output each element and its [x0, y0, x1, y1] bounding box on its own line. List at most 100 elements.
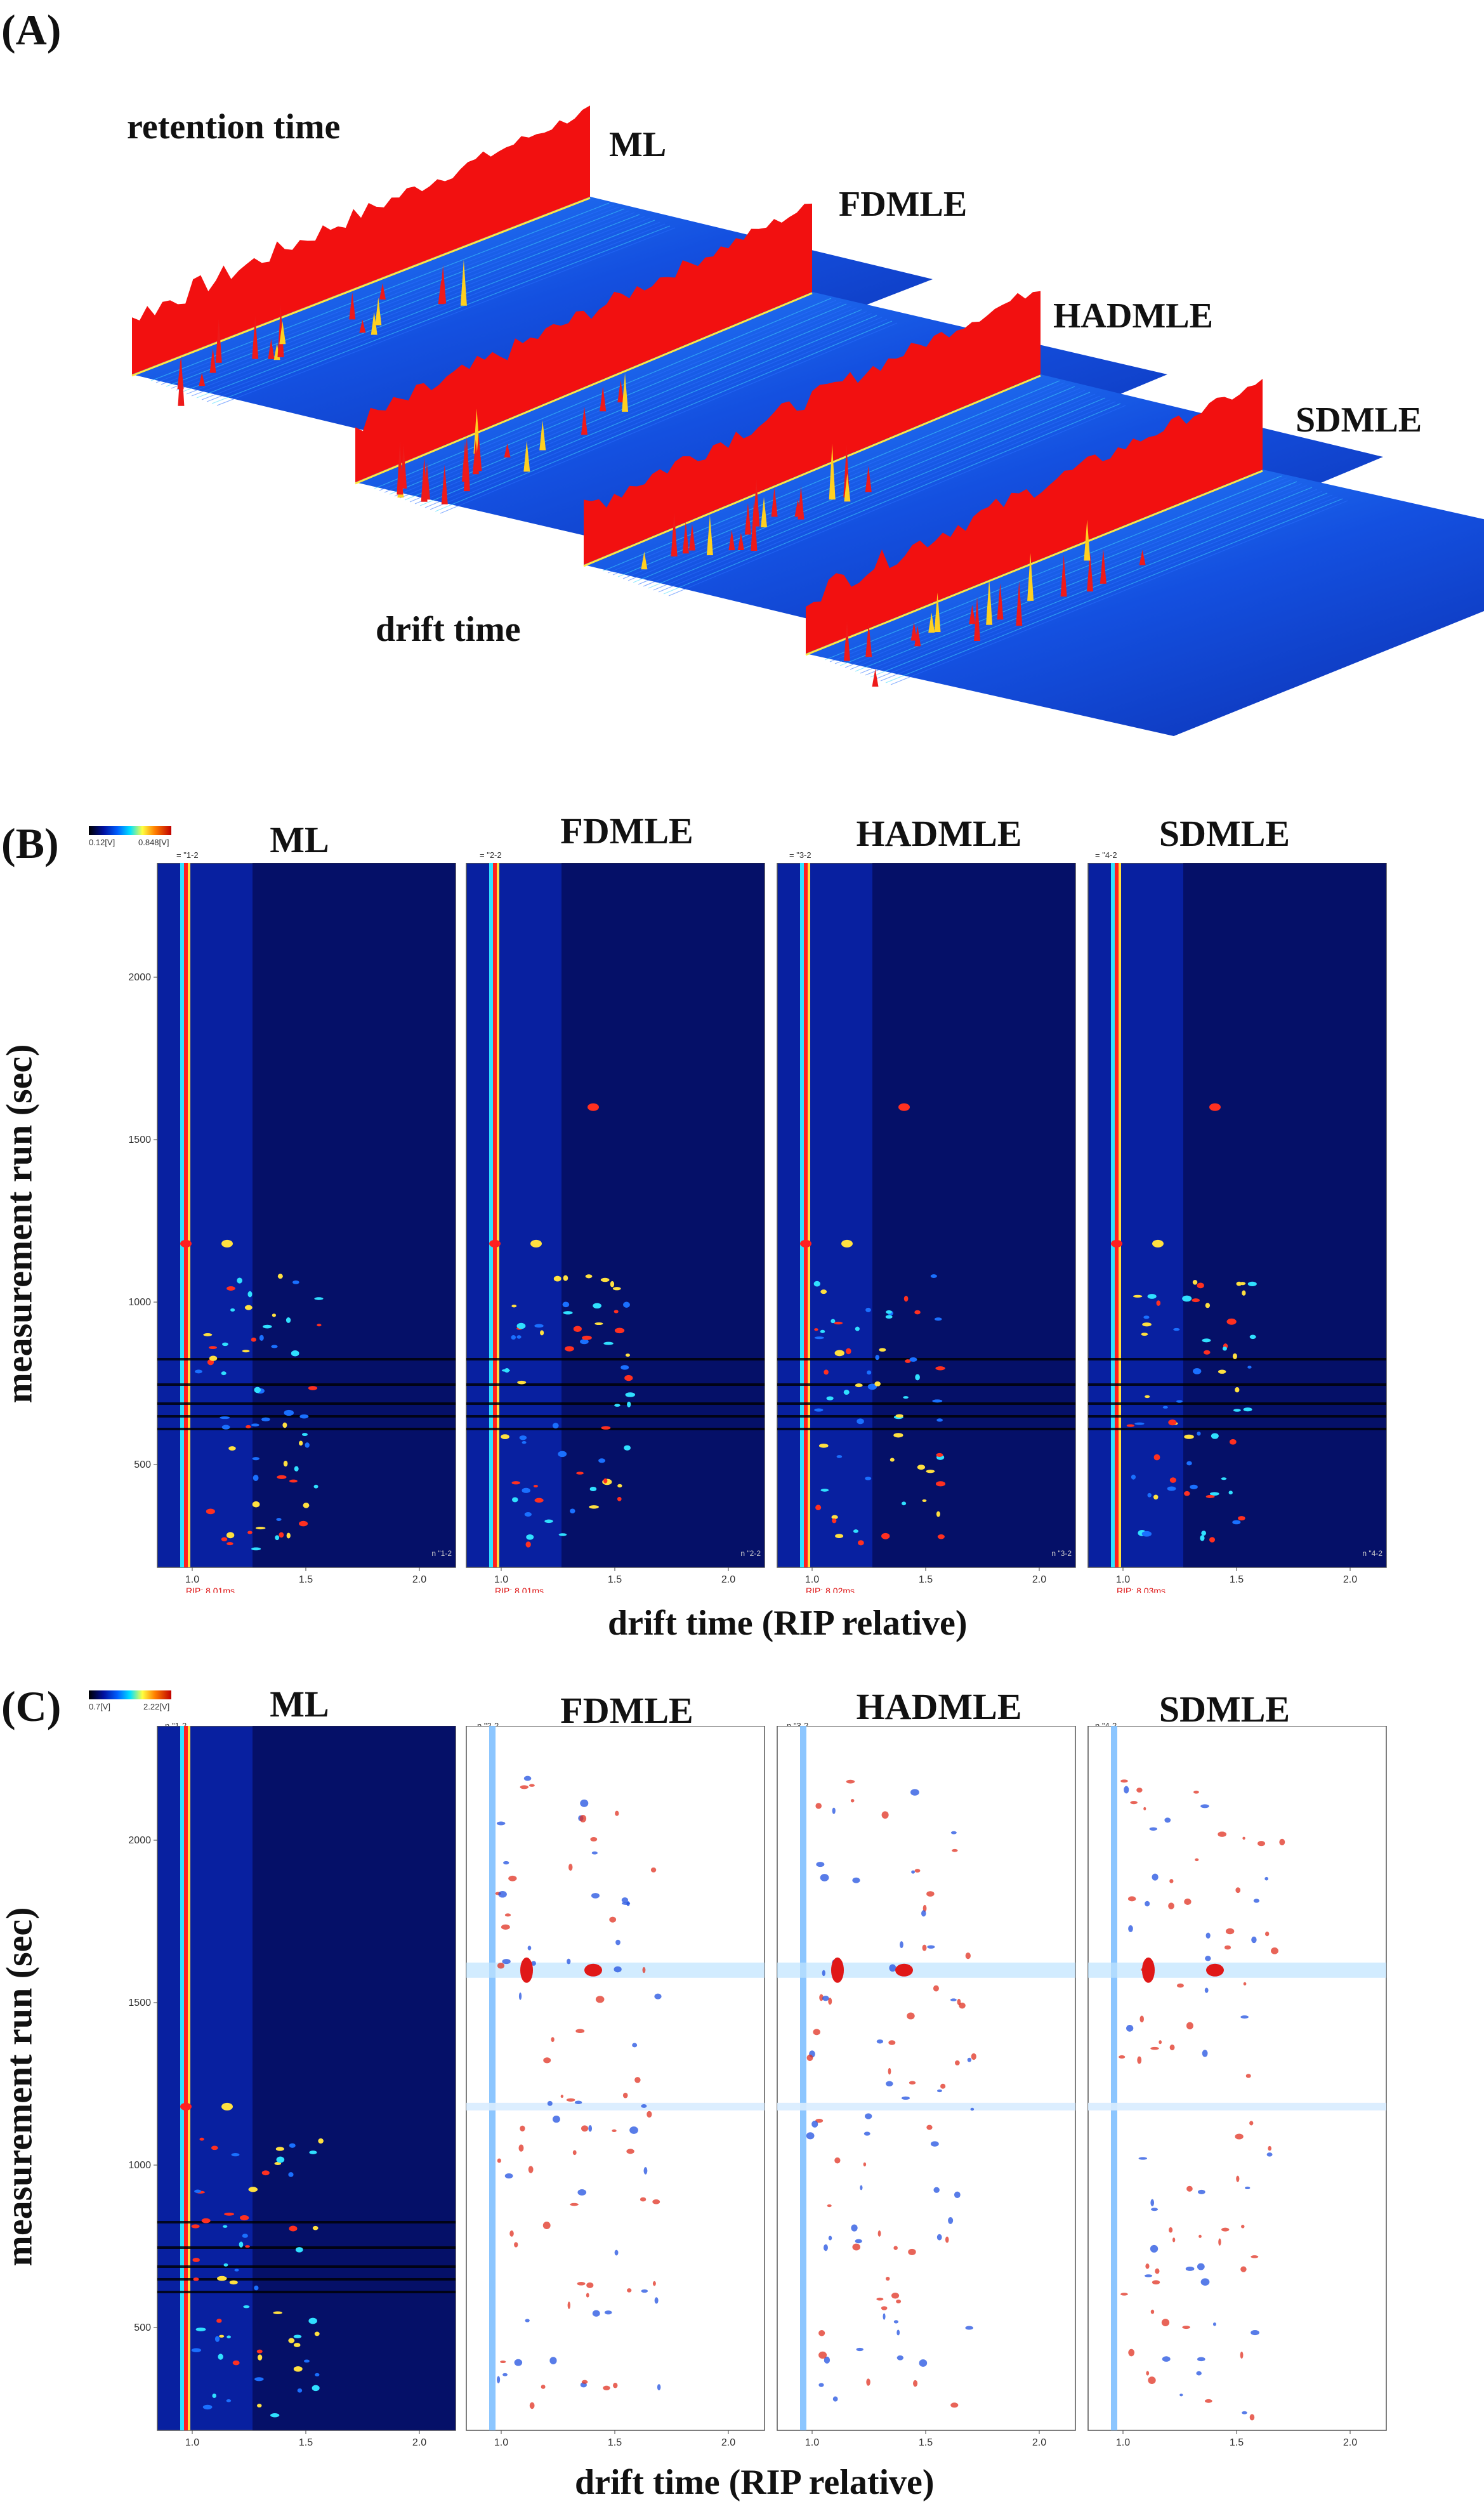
panel-c-ylabel: measurement run (sec): [0, 1907, 40, 2267]
panel-a-peak: [1027, 553, 1034, 601]
panel-c-spot: [254, 2285, 259, 2291]
panel-b-rip-line: [1115, 863, 1119, 1567]
panel-c-spot: [199, 2137, 204, 2141]
panel-b-spot: [1186, 1461, 1192, 1466]
panel-b-spot: [1167, 1486, 1176, 1491]
panel-c-diff-feature: [1142, 1957, 1155, 1983]
panel-b-band: [466, 1428, 765, 1430]
panel-c-xtick-label: 2.0: [412, 2437, 426, 2448]
panel-b-spot: [540, 1330, 544, 1336]
panel-a-peak: [252, 315, 259, 359]
panel-c-diff-spot: [1137, 2056, 1142, 2064]
panel-b-spot: [1226, 1318, 1237, 1325]
panel-c-diff-spot: [1136, 1788, 1143, 1793]
panel-c-ytick-label: 1500: [128, 1998, 151, 2008]
panel-b-spot: [501, 1434, 509, 1440]
panel-b-spot: [1156, 1300, 1161, 1306]
panel-a-streak: [161, 206, 620, 385]
panel-c-ytick-label: 1000: [128, 2160, 151, 2171]
panel-b-rip-halo: [188, 863, 190, 1567]
panel-c-diff-spot: [876, 2039, 884, 2044]
panel-c-diff-spot: [1150, 2208, 1159, 2211]
panel-b-spot: [1200, 1535, 1205, 1541]
panel-c-diff-spot: [913, 2380, 918, 2387]
panel-c-diff-spot: [1161, 2319, 1170, 2326]
panel-b-spot: [251, 1423, 259, 1426]
panel-b-spot: [614, 1310, 619, 1314]
panel-c-diff-spot: [832, 2396, 838, 2402]
panel-c-rip-diff: [800, 1726, 806, 2430]
panel-c-spot: [194, 2189, 202, 2193]
panel-b-spot: [593, 1303, 601, 1309]
panel-b-colorbar-min: 0.12[V]: [89, 838, 115, 847]
panel-a-peak: [1084, 519, 1091, 561]
panel-b-corner-code: n "1-2: [431, 1549, 452, 1558]
panel-c-diff-spot: [509, 2230, 514, 2237]
panel-c-diff-spot: [933, 2187, 940, 2193]
panel-b-spot: [563, 1311, 573, 1315]
panel-b-spot: [246, 1425, 251, 1428]
panel-c-diff-spot: [818, 2383, 824, 2387]
panel-a-streak: [424, 317, 883, 508]
panel-c-spot: [293, 2335, 302, 2338]
panel-c-diff-spot: [965, 1953, 971, 1959]
panel-b-spot: [1197, 1282, 1204, 1289]
panel-c-diff-spot: [654, 1993, 662, 1999]
panel-b-xtick-label: 2.0: [1032, 1574, 1046, 1585]
panel-c-diff-spot: [1168, 1902, 1174, 1909]
panel-b-band: [466, 1415, 765, 1418]
panel-c-diff-spot: [1198, 2234, 1202, 2238]
panel-c-diff-spot: [581, 2125, 589, 2132]
panel-b-spot: [935, 1481, 946, 1487]
panel-b-plot-2: 1.0 1.5 2.0 RIP: 8.01ms n "2-2: [466, 863, 765, 1593]
panel-a-streak: [201, 221, 660, 400]
panel-b-spot: [565, 1346, 574, 1352]
panel-b-spot: [846, 1348, 851, 1355]
panel-c-diff-spot: [936, 2089, 942, 2093]
panel-a-streak: [196, 220, 655, 398]
panel-b-plot-3: 1.0 1.5 2.0 RIP: 8.02ms n "3-2: [777, 863, 1076, 1593]
panel-c-diff-spot: [893, 2320, 898, 2324]
panel-a-peak: [581, 406, 588, 435]
panel-c-diff-spot: [1205, 1956, 1211, 1961]
panel-a-peak: [872, 669, 879, 687]
panel-c-colorbar-min: 0.7[V]: [89, 1702, 110, 1711]
panel-a-streak: [171, 210, 630, 389]
panel-c-diff-spot: [629, 2126, 638, 2134]
panel-b-spot: [625, 1354, 631, 1357]
panel-c-spot: [192, 2258, 200, 2262]
panel-c-diff-spot: [888, 2040, 896, 2045]
panel-b-spot: [517, 1380, 527, 1385]
panel-b-spot: [582, 1335, 592, 1340]
panel-c-diff-spot: [581, 2380, 588, 2384]
panel-c-diff-spot: [1253, 1899, 1259, 1903]
panel-a-peak: [209, 348, 216, 373]
panel-b-spot: [624, 1374, 633, 1381]
panel-c-diff-spot: [846, 1779, 855, 1784]
panel-a-rip-ridge: [806, 379, 1263, 654]
panel-c-plot-1: 1.0 1.5 2.0 500 1000 1500 2000: [128, 1726, 456, 2448]
panel-c-colorbar: [89, 1690, 171, 1699]
panel-c-diff-spot: [856, 2347, 863, 2352]
panel-c-diff-spot: [971, 2053, 976, 2060]
panel-b-spot: [1249, 1334, 1256, 1340]
panel-b-spot: [895, 1414, 903, 1418]
panel-a-streak: [865, 491, 1323, 676]
panel-a-peak: [215, 319, 222, 363]
panel-c-spot: [193, 2277, 199, 2281]
panel-b-spot: [594, 1322, 603, 1326]
panel-c-xtick-label: 1.5: [299, 2437, 313, 2448]
panel-b-spot: [832, 1518, 837, 1524]
panel-b-spot: [627, 1401, 631, 1407]
panel-b-spot: [1153, 1494, 1159, 1500]
panel-b-spot: [867, 1383, 877, 1390]
panel-c-diff-spot: [886, 2081, 893, 2087]
panel-a-peak: [969, 605, 976, 624]
panel-c-diff-spot: [577, 2189, 587, 2196]
panel-b-spot: [228, 1446, 236, 1451]
panel-b-code-2: = "2-2: [480, 850, 502, 860]
panel-c-diff-spot: [577, 2281, 586, 2286]
panel-b-spot: [504, 1368, 509, 1373]
panel-a-peak: [914, 625, 921, 647]
panel-c-diff-spot: [828, 1998, 832, 2005]
